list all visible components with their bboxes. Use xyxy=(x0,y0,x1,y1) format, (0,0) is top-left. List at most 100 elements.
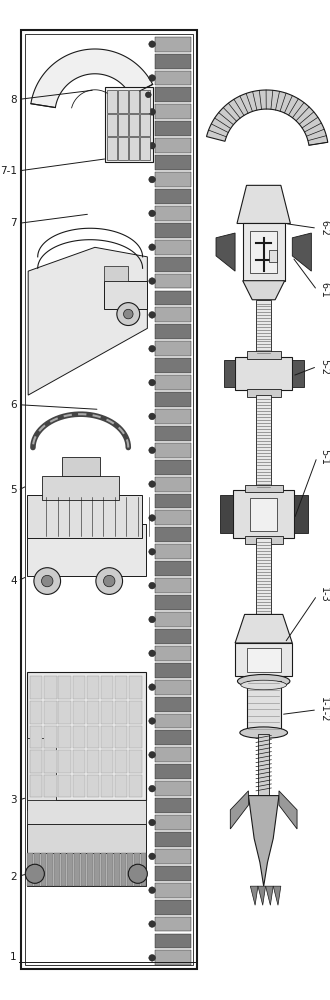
Circle shape xyxy=(149,312,155,318)
Text: 3: 3 xyxy=(10,795,17,805)
Circle shape xyxy=(149,447,155,454)
Bar xyxy=(129,775,142,797)
Bar xyxy=(127,853,133,886)
Bar xyxy=(73,775,85,797)
Bar xyxy=(129,750,142,773)
Bar xyxy=(155,37,191,52)
Bar xyxy=(101,701,113,724)
Bar xyxy=(94,853,100,886)
Circle shape xyxy=(149,548,155,555)
Bar xyxy=(155,87,191,102)
Polygon shape xyxy=(248,796,279,886)
Text: 7: 7 xyxy=(10,218,17,228)
Bar xyxy=(155,443,191,458)
Bar xyxy=(58,775,71,797)
Bar xyxy=(27,738,56,810)
Bar xyxy=(115,775,127,797)
Bar xyxy=(58,701,71,724)
Bar xyxy=(292,360,304,387)
Bar xyxy=(256,300,271,357)
Bar xyxy=(155,646,191,661)
Bar xyxy=(155,917,191,931)
Bar xyxy=(155,121,191,136)
Bar xyxy=(256,395,271,490)
Circle shape xyxy=(146,92,151,98)
Bar xyxy=(250,231,277,273)
Circle shape xyxy=(149,109,155,115)
Bar xyxy=(27,524,147,576)
Bar xyxy=(107,114,117,136)
Circle shape xyxy=(96,568,122,594)
Bar xyxy=(101,676,113,699)
Bar xyxy=(155,798,191,813)
Bar xyxy=(118,137,128,160)
Bar xyxy=(118,114,128,136)
Bar xyxy=(155,240,191,255)
Bar xyxy=(250,498,277,531)
Text: 6-2: 6-2 xyxy=(319,220,329,236)
Bar xyxy=(155,206,191,221)
Bar xyxy=(141,853,147,886)
Polygon shape xyxy=(279,791,297,829)
Bar xyxy=(115,750,127,773)
Bar xyxy=(41,853,46,886)
Bar xyxy=(129,90,139,113)
Bar xyxy=(105,266,128,281)
Circle shape xyxy=(117,303,140,326)
Bar xyxy=(34,853,40,886)
Bar xyxy=(58,676,71,699)
Bar xyxy=(30,701,42,724)
Circle shape xyxy=(149,278,155,284)
Bar xyxy=(87,853,93,886)
Bar xyxy=(245,485,283,492)
Bar xyxy=(155,747,191,762)
Bar xyxy=(155,578,191,593)
Bar xyxy=(44,676,56,699)
Bar xyxy=(155,358,191,373)
Ellipse shape xyxy=(238,674,290,688)
Bar xyxy=(258,734,269,796)
Bar xyxy=(269,250,277,262)
Bar xyxy=(30,726,42,748)
Bar xyxy=(87,701,99,724)
Bar xyxy=(87,726,99,748)
Bar xyxy=(101,726,113,748)
Polygon shape xyxy=(273,886,281,905)
Bar xyxy=(155,138,191,153)
Bar xyxy=(58,726,71,748)
Bar xyxy=(47,853,53,886)
Bar xyxy=(140,137,150,160)
Bar xyxy=(235,357,292,390)
Bar xyxy=(44,726,56,748)
Circle shape xyxy=(149,921,155,927)
Circle shape xyxy=(149,210,155,217)
Bar xyxy=(247,681,281,734)
Bar xyxy=(155,477,191,492)
Text: 6-1: 6-1 xyxy=(319,282,329,298)
Circle shape xyxy=(149,481,155,487)
Circle shape xyxy=(149,751,155,758)
Bar xyxy=(61,457,100,476)
Bar xyxy=(25,34,193,965)
Bar xyxy=(101,775,113,797)
Bar xyxy=(155,307,191,322)
Bar xyxy=(155,561,191,576)
Text: 5-1: 5-1 xyxy=(319,449,329,465)
Polygon shape xyxy=(28,247,148,395)
Bar xyxy=(233,490,294,538)
Circle shape xyxy=(149,582,155,589)
Bar xyxy=(73,726,85,748)
Circle shape xyxy=(34,568,61,594)
Bar xyxy=(107,90,117,113)
Bar xyxy=(155,950,191,965)
Bar xyxy=(87,775,99,797)
Bar xyxy=(105,281,148,309)
Bar xyxy=(30,750,42,773)
Bar xyxy=(155,900,191,915)
Bar xyxy=(155,324,191,339)
Bar xyxy=(155,849,191,864)
Bar xyxy=(155,832,191,847)
Bar xyxy=(155,189,191,204)
Polygon shape xyxy=(235,614,292,643)
Bar xyxy=(27,495,142,538)
